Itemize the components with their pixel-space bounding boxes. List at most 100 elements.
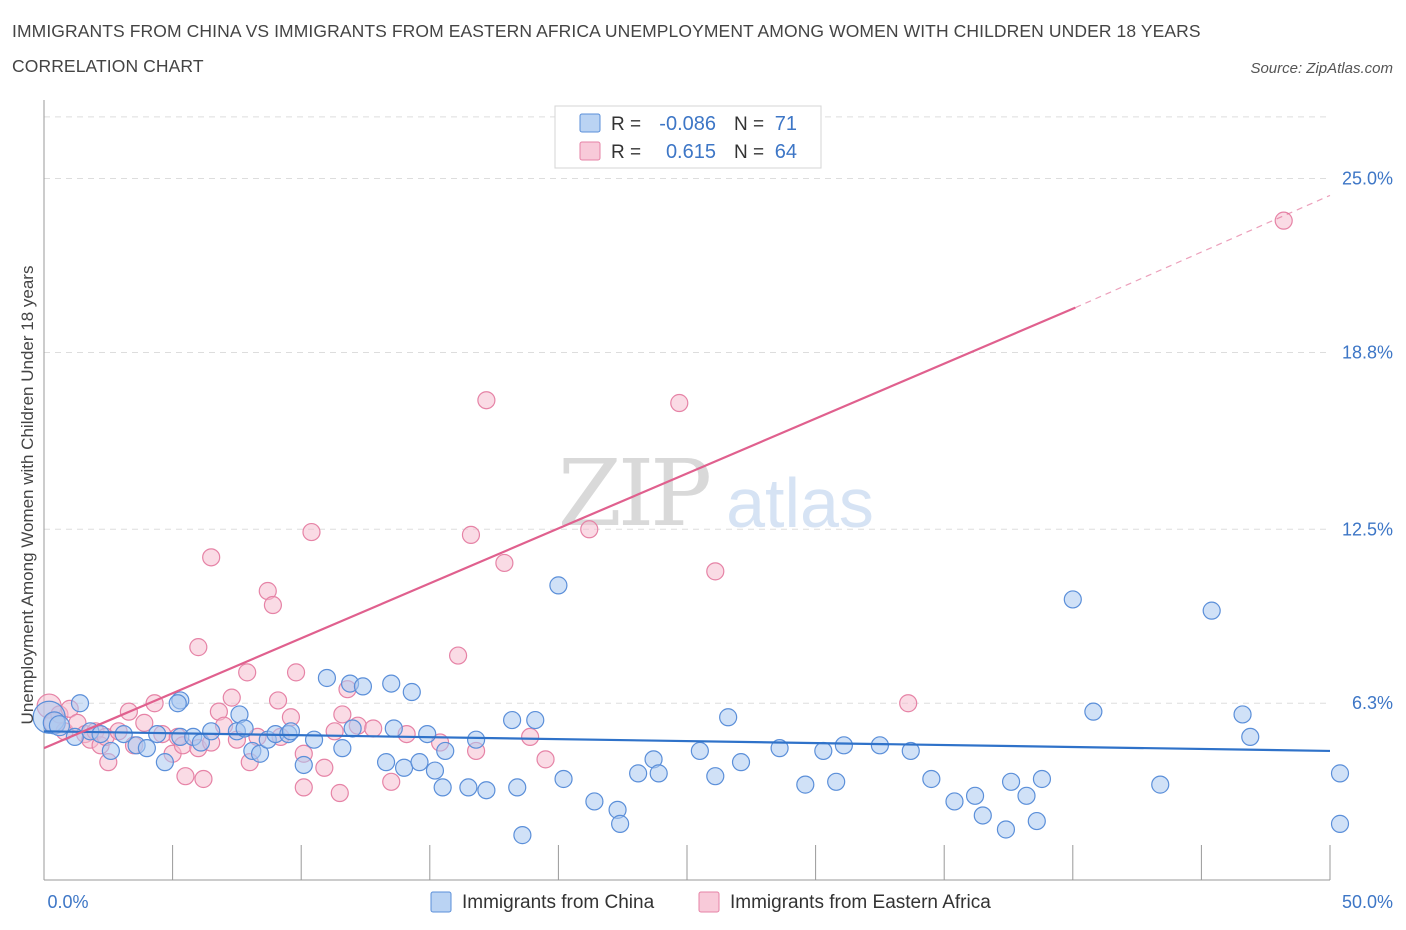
stats-legend-row-china: R = -0.086 N = 71: [579, 113, 797, 135]
africa-r-value: 0.615: [666, 141, 716, 163]
china-point: [1017, 786, 1036, 805]
africa-point: [670, 393, 689, 413]
africa-point: [521, 727, 540, 747]
china-point: [611, 814, 630, 833]
africa-point: [286, 663, 306, 682]
africa-point: [202, 548, 221, 567]
china-point: [973, 806, 992, 825]
china-point: [155, 753, 174, 772]
africa-trendline: [43, 306, 1076, 750]
trendlines: [43, 194, 1331, 753]
china-point: [1063, 590, 1082, 609]
china-point: [827, 772, 846, 791]
china-legend-swatch: [579, 113, 601, 133]
china-point: [394, 758, 414, 777]
china-point: [343, 719, 362, 738]
africa-point: [495, 553, 514, 573]
china-point: [101, 741, 120, 761]
china-point: [901, 741, 920, 761]
china-point: [425, 761, 445, 780]
china-point: [1330, 814, 1350, 833]
chart-title: IMMIGRANTS FROM CHINA VS IMMIGRANTS FROM…: [12, 21, 1201, 76]
china-point: [706, 767, 725, 786]
china-point: [719, 708, 738, 727]
china-point: [508, 778, 527, 797]
africa-trendline-extension: [1075, 194, 1331, 309]
y-tick-label: 12.5%: [1342, 519, 1393, 539]
africa-bottom-swatch: [698, 891, 720, 913]
china-point: [382, 674, 401, 693]
africa-point: [382, 772, 401, 791]
china-points: [32, 576, 1350, 845]
china-point: [281, 722, 301, 741]
china-point: [1330, 764, 1350, 783]
africa-point: [448, 646, 468, 665]
china-point: [114, 725, 133, 744]
africa-point: [135, 713, 154, 732]
china-point: [870, 736, 890, 755]
africa-point: [899, 694, 918, 713]
y-tick-label: 6.3%: [1352, 693, 1393, 713]
africa-point: [325, 722, 344, 741]
gridlines: [44, 116, 1330, 704]
china-point: [945, 792, 964, 811]
china-point: [376, 753, 396, 772]
china-point: [1084, 702, 1103, 721]
china-point: [250, 744, 270, 763]
china-point: [402, 682, 421, 702]
china-point: [304, 730, 324, 749]
china-point: [690, 741, 709, 761]
china-point: [1001, 772, 1021, 791]
africa-point: [333, 705, 352, 724]
china-point: [436, 741, 455, 761]
china-point: [1233, 705, 1252, 724]
china-point: [629, 764, 648, 783]
africa-point: [477, 391, 496, 410]
china-point: [353, 677, 373, 696]
china-point: [585, 792, 604, 811]
africa-point: [536, 750, 555, 769]
series-legend: Immigrants from China Immigrants from Ea…: [430, 891, 991, 913]
china-bottom-swatch: [430, 891, 452, 913]
x-tick-label: 0.0%: [47, 892, 88, 912]
china-point: [731, 753, 751, 772]
africa-point: [580, 520, 599, 539]
stats-legend: R = -0.086 N = 71 R = 0.615 N = 64: [554, 105, 822, 169]
africa-point: [1274, 211, 1293, 230]
china-point: [814, 741, 833, 761]
africa-point: [194, 769, 213, 789]
china-point: [549, 576, 568, 595]
x-tick-labels: 0.0% 50.0%: [47, 892, 1393, 912]
africa-point: [461, 525, 481, 544]
china-legend-label: Immigrants from China: [462, 892, 655, 913]
china-point: [965, 786, 985, 805]
china-r-label: R =: [611, 114, 641, 135]
china-point: [466, 730, 486, 749]
africa-legend-swatch: [579, 141, 601, 161]
china-trendline: [43, 730, 1331, 753]
china-point: [922, 769, 941, 789]
africa-point: [189, 638, 208, 657]
china-point: [513, 826, 532, 845]
china-point: [410, 753, 429, 772]
china-point: [433, 778, 452, 797]
africa-point: [222, 688, 241, 707]
china-point: [202, 722, 221, 741]
y-axis-label: Unemployment Among Women with Children U…: [18, 266, 37, 725]
china-point: [294, 755, 313, 775]
y-tick-label: 25.0%: [1342, 169, 1393, 189]
china-point: [996, 820, 1016, 839]
africa-point: [294, 778, 313, 797]
china-n-value: 71: [775, 113, 797, 135]
china-point: [235, 719, 254, 738]
china-point: [554, 769, 573, 789]
africa-point: [330, 783, 349, 803]
china-point: [384, 719, 403, 738]
africa-point: [364, 719, 383, 738]
africa-n-value: 64: [775, 141, 797, 163]
china-point: [333, 739, 352, 758]
y-tick-label: 18.8%: [1342, 343, 1393, 363]
africa-legend-label: Immigrants from Eastern Africa: [730, 892, 991, 913]
africa-point: [263, 595, 283, 615]
china-point: [503, 710, 522, 730]
